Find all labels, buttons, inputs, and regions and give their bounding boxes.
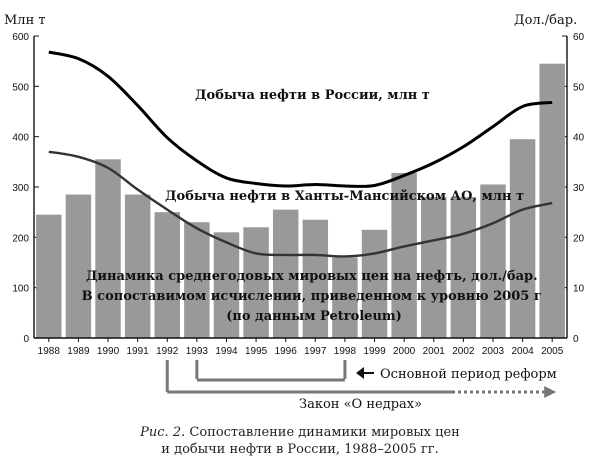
- price-bar: [213, 232, 240, 338]
- price-bar: [243, 227, 269, 338]
- price-label-line-1: Динамика среднегодовых мировых цен на не…: [86, 269, 538, 284]
- price-bar: [124, 194, 151, 338]
- x-tick-label: 1990: [97, 346, 120, 357]
- production-lines: [48, 50, 553, 258]
- chart: Млн т Дол./бар. 0 100 200 300 400 500 600 0 10 2…: [4, 13, 585, 412]
- left-tick-label: 500: [12, 82, 29, 93]
- x-tick-label: 2004: [511, 346, 534, 357]
- price-bar: [361, 229, 388, 338]
- reform-period-label: Основной период реформ: [380, 367, 557, 382]
- right-axis-unit: Дол./бар.: [514, 13, 577, 28]
- price-bar: [272, 209, 299, 338]
- left-axis-unit: Млн т: [4, 13, 46, 28]
- khmao-production-label: Добыча нефти в Ханты-Мансийском АО, млн …: [165, 189, 524, 204]
- right-tick-label: 40: [573, 133, 585, 144]
- price-bar: [332, 257, 358, 338]
- price-bar: [421, 197, 447, 338]
- x-tick-label: 2003: [482, 346, 505, 357]
- price-bar: [509, 139, 536, 338]
- x-tick-label: 1995: [245, 346, 268, 357]
- x-tick-label: 2000: [393, 346, 416, 357]
- price-label-line-3: (по данным Petroleum): [226, 309, 402, 324]
- left-tick-label: 100: [12, 284, 29, 295]
- right-tick-label: 30: [573, 183, 585, 194]
- figure-caption: Рис. 2. Сопоставление динамики мировых ц…: [0, 424, 600, 458]
- left-tick-label: 300: [12, 183, 29, 194]
- left-tick-label: 600: [12, 32, 29, 43]
- caption-line-2: и добычи нефти в России, 1988–2005 гг.: [161, 442, 439, 457]
- price-bars: [36, 63, 565, 338]
- right-tick-label: 20: [573, 233, 585, 244]
- x-tick-label: 1992: [156, 346, 179, 357]
- price-bar: [450, 197, 477, 338]
- reform-arrow-head: [356, 367, 364, 379]
- x-tick-label: 2001: [423, 346, 446, 357]
- periods: [165, 360, 557, 398]
- x-tick-label: 2005: [541, 346, 564, 357]
- x-tick-label: 2002: [452, 346, 475, 357]
- left-tick-label: 400: [12, 133, 29, 144]
- x-tick-label: 1997: [304, 346, 327, 357]
- left-axis: 0 100 200 300 400 500 600: [12, 32, 39, 345]
- right-tick-label: 60: [573, 32, 585, 43]
- nedra-law-label: Закон «О недрах»: [299, 397, 422, 412]
- price-bar: [302, 219, 329, 338]
- khmao-production-line: [48, 150, 553, 258]
- x-tick-label: 1996: [275, 346, 298, 357]
- x-tick-label: 1988: [38, 346, 61, 357]
- x-tick-label: 1994: [215, 346, 238, 357]
- left-tick-label: 0: [23, 334, 29, 345]
- x-tick-label: 1991: [127, 346, 150, 357]
- russia-production-line: [48, 50, 553, 188]
- caption-prefix: Рис. 2.: [140, 425, 186, 440]
- price-bar: [95, 159, 121, 338]
- x-tick-label: 1998: [334, 346, 357, 357]
- price-bar: [480, 184, 506, 338]
- left-tick-label: 200: [12, 233, 29, 244]
- x-tick-label: 1989: [67, 346, 90, 357]
- russia-production-label: Добыча нефти в России, млн т: [195, 88, 430, 103]
- right-axis: 0 10 20 30 40 50 60: [562, 32, 585, 345]
- right-tick-label: 50: [573, 82, 585, 93]
- price-bar: [391, 172, 417, 338]
- price-label-line-2: В сопоставимом исчислении, приведенном к…: [82, 289, 542, 304]
- price-label: Динамика среднегодовых мировых цен на не…: [82, 269, 547, 324]
- price-bar: [36, 214, 62, 338]
- law-arrow-head: [544, 386, 557, 398]
- x-axis: 1988 1989 1990 1991 1992 1993 1994 1995 1996 1997…: [34, 337, 567, 357]
- price-bar: [154, 212, 180, 338]
- price-bar: [184, 222, 210, 338]
- price-bar: [539, 63, 565, 338]
- x-tick-label: 1993: [186, 346, 209, 357]
- x-tick-label: 1999: [363, 346, 386, 357]
- right-tick-label: 10: [573, 284, 585, 295]
- right-tick-label: 0: [573, 334, 579, 345]
- price-bar: [65, 194, 92, 338]
- caption-text: Сопоставление динамики мировых цен: [189, 425, 460, 440]
